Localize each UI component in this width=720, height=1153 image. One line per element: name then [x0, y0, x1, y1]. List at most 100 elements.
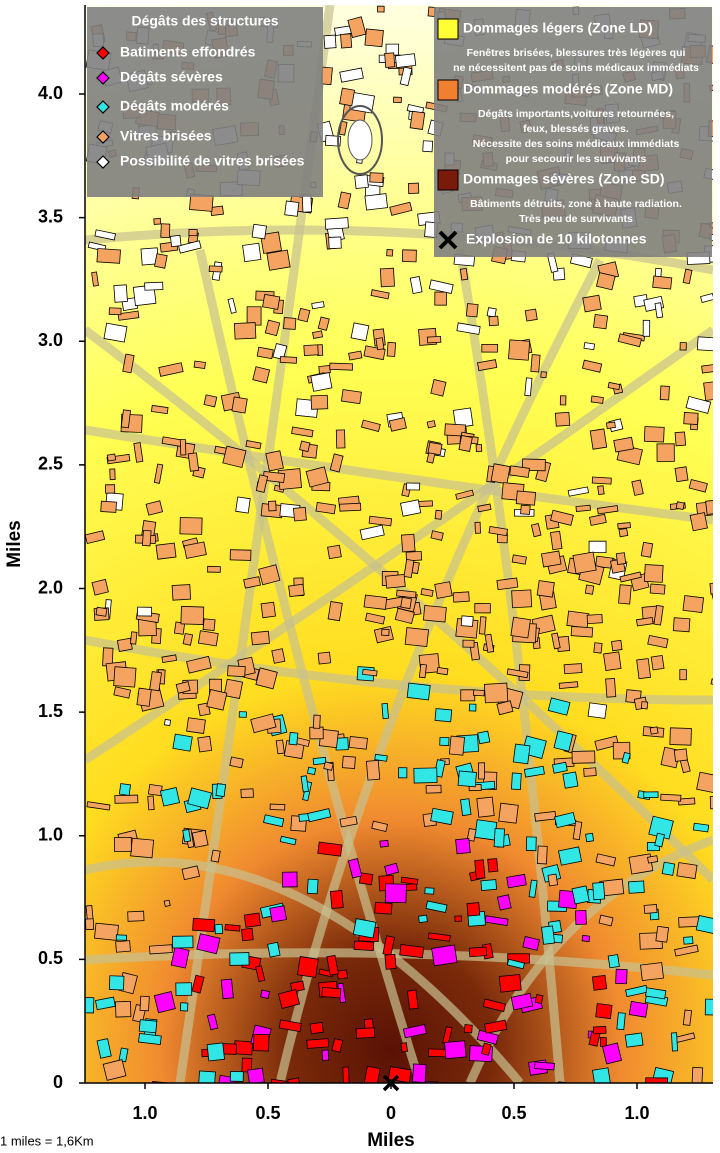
building [583, 342, 596, 351]
building [596, 505, 619, 515]
building [317, 651, 332, 665]
building [242, 242, 262, 263]
building [430, 530, 444, 541]
building [297, 956, 319, 978]
building [582, 294, 602, 313]
building [468, 703, 477, 712]
building [422, 140, 434, 153]
building [460, 615, 474, 627]
legend-swatch [96, 71, 110, 85]
building [426, 335, 442, 344]
building [512, 743, 531, 765]
building [488, 525, 509, 537]
building [377, 5, 385, 13]
building [150, 1081, 173, 1083]
building [656, 443, 675, 462]
building [430, 807, 454, 826]
building [428, 279, 454, 294]
building [361, 419, 381, 432]
building [685, 395, 712, 414]
building [323, 761, 334, 771]
building [424, 1080, 439, 1083]
building [113, 284, 128, 303]
building [488, 315, 499, 327]
building [337, 191, 352, 210]
building [510, 992, 534, 1011]
building [418, 663, 427, 679]
building [150, 404, 169, 415]
building [179, 1002, 189, 1012]
building [171, 584, 192, 601]
building [649, 583, 666, 595]
building [197, 630, 219, 647]
legend-label: Possibilité de vitres brisées [120, 153, 305, 169]
building [251, 223, 267, 240]
building [643, 904, 658, 914]
building [207, 565, 221, 573]
building [427, 441, 443, 456]
building [595, 1003, 613, 1020]
building [621, 751, 631, 764]
legend-box [434, 7, 712, 257]
building [160, 223, 171, 239]
building [613, 436, 635, 453]
building [247, 1067, 265, 1083]
building [400, 1042, 409, 1053]
building [147, 783, 163, 797]
y-tick-label: 1.5 [38, 701, 63, 721]
building [571, 885, 590, 905]
building [363, 1065, 381, 1083]
legend-description: Dégâts importants,voitures retournées, [478, 108, 674, 120]
building [640, 701, 649, 710]
building [511, 589, 533, 609]
building [210, 849, 221, 863]
building [241, 1057, 253, 1073]
building [384, 953, 397, 970]
building [434, 509, 443, 520]
legend-label: Vitres brisées [120, 128, 212, 144]
building [643, 564, 664, 583]
building [509, 465, 530, 478]
building [692, 822, 710, 833]
building [182, 632, 194, 646]
building [567, 486, 590, 497]
building [524, 377, 533, 397]
building [260, 601, 276, 619]
building [466, 828, 477, 842]
building [179, 517, 203, 535]
building [381, 628, 390, 637]
scale-note: 1 miles = 1,6Km [0, 1133, 94, 1148]
building [120, 409, 131, 429]
building [581, 934, 591, 943]
building [475, 444, 483, 453]
building [547, 697, 571, 716]
building [406, 682, 431, 701]
building [400, 876, 419, 885]
building [593, 314, 609, 330]
building [289, 980, 305, 993]
building [478, 762, 485, 780]
building [362, 668, 378, 677]
building [191, 829, 209, 848]
building [379, 839, 389, 848]
building [348, 736, 368, 750]
building [323, 34, 337, 49]
building [265, 450, 284, 472]
y-tick-label: 2.5 [38, 454, 63, 474]
building [399, 66, 413, 87]
legend-label: Dégâts sévères [120, 69, 223, 85]
explosion-legend-icon [438, 230, 458, 250]
building [523, 765, 545, 778]
building [619, 571, 642, 583]
building [540, 550, 562, 568]
building [153, 463, 164, 484]
building [592, 1025, 607, 1035]
legend-description: Fenêtres brisées, blessures très légères… [467, 47, 686, 59]
building [364, 193, 388, 211]
building [309, 726, 324, 740]
building [374, 753, 388, 762]
building [386, 341, 397, 357]
building [474, 859, 486, 880]
building [703, 380, 713, 401]
